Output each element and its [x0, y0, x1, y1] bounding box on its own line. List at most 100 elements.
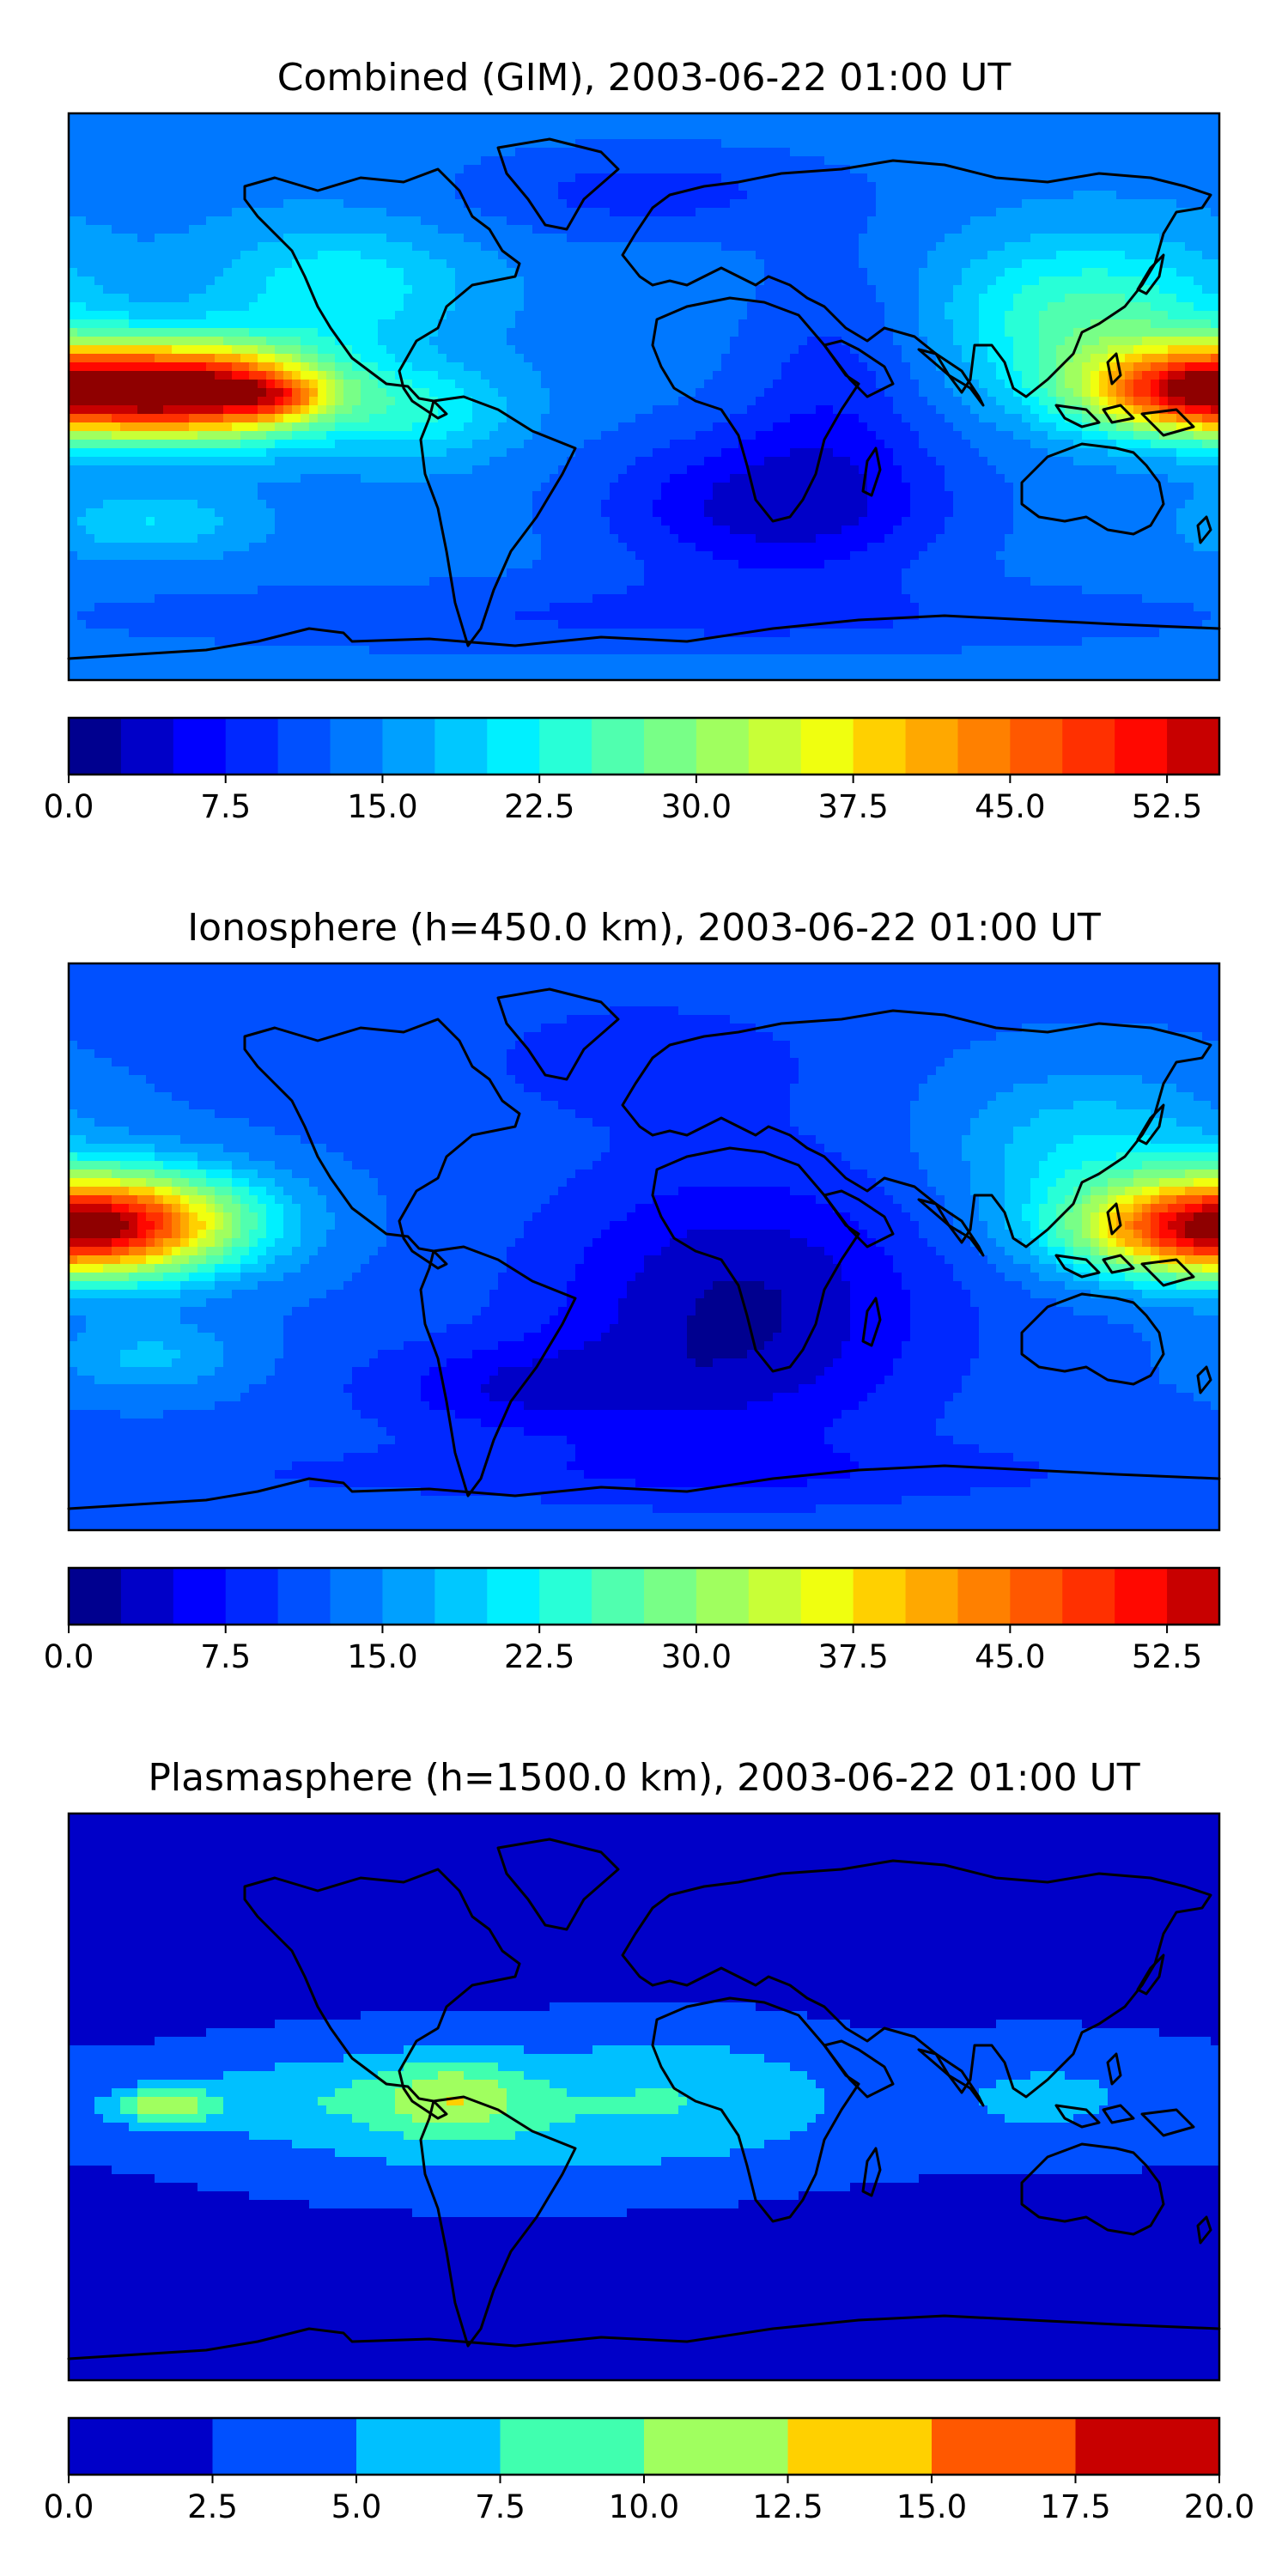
- heatmap-cell: [756, 302, 765, 312]
- heatmap-cell: [610, 328, 619, 337]
- heatmap-cell: [1194, 122, 1203, 131]
- heatmap-cell: [1202, 182, 1212, 191]
- heatmap-cell: [507, 242, 516, 252]
- heatmap-cell: [541, 302, 550, 312]
- heatmap-cell: [618, 354, 628, 363]
- heatmap-cell: [1013, 294, 1023, 303]
- heatmap-cell: [1151, 225, 1160, 234]
- heatmap-cell: [867, 345, 877, 355]
- heatmap-cell: [738, 225, 748, 234]
- heatmap-cell: [661, 259, 671, 269]
- heatmap-cell: [1116, 354, 1126, 363]
- heatmap-cell: [962, 268, 971, 277]
- heatmap-cell: [816, 414, 825, 423]
- heatmap-cell: [824, 328, 834, 337]
- heatmap-cell: [1151, 156, 1160, 166]
- heatmap-cell: [386, 414, 396, 423]
- heatmap-cell: [1108, 156, 1117, 166]
- heatmap-cell: [232, 276, 241, 286]
- heatmap-cell: [910, 362, 920, 372]
- heatmap-cell: [704, 414, 714, 423]
- heatmap-cell: [859, 414, 868, 423]
- heatmap-cell: [927, 182, 937, 191]
- heatmap-cell: [361, 182, 370, 191]
- heatmap-cell: [592, 165, 602, 174]
- heatmap-cell: [455, 259, 465, 269]
- heatmap-cell: [94, 345, 104, 355]
- heatmap-cell: [1168, 388, 1177, 398]
- heatmap-cell: [919, 199, 928, 209]
- heatmap-cell: [1168, 362, 1177, 372]
- heatmap-cell: [489, 216, 499, 226]
- heatmap-cell: [816, 139, 825, 149]
- heatmap-cell: [962, 337, 971, 346]
- heatmap-cell: [515, 156, 525, 166]
- heatmap-cell: [395, 242, 404, 252]
- heatmap-cell: [429, 380, 439, 389]
- heatmap-cell: [301, 380, 310, 389]
- heatmap-cell: [369, 216, 379, 226]
- heatmap-cell: [1185, 354, 1194, 363]
- heatmap-cell: [429, 113, 439, 123]
- heatmap-cell: [575, 225, 585, 234]
- heatmap-cell: [77, 388, 87, 398]
- heatmap-cell: [69, 319, 78, 329]
- heatmap-cell: [1099, 259, 1109, 269]
- heatmap-cell: [1091, 362, 1100, 372]
- heatmap-cell: [884, 259, 894, 269]
- heatmap-cell: [438, 397, 447, 406]
- heatmap-cell: [1168, 131, 1177, 140]
- heatmap-cell: [429, 259, 439, 269]
- heatmap-cell: [884, 380, 894, 389]
- heatmap-cell: [987, 294, 997, 303]
- heatmap-cell: [112, 414, 121, 423]
- heatmap-cell: [764, 362, 774, 372]
- heatmap-cell: [1133, 122, 1143, 131]
- heatmap-cell: [137, 199, 147, 209]
- heatmap-cell: [498, 405, 507, 415]
- heatmap-cell: [180, 380, 190, 389]
- heatmap-cell: [902, 242, 911, 252]
- heatmap-cell: [146, 380, 155, 389]
- heatmap-cell: [1125, 191, 1134, 200]
- heatmap-cell: [412, 165, 422, 174]
- heatmap-cell: [1142, 294, 1151, 303]
- heatmap-cell: [1073, 319, 1083, 329]
- heatmap-cell: [1125, 302, 1134, 312]
- heatmap-cell: [936, 397, 945, 406]
- heatmap-cell: [77, 259, 87, 269]
- heatmap-cell: [713, 165, 722, 174]
- heatmap-cell: [670, 285, 679, 295]
- heatmap-cell: [807, 414, 817, 423]
- heatmap-cell: [438, 234, 447, 243]
- heatmap-cell: [206, 234, 216, 243]
- heatmap-cell: [232, 380, 241, 389]
- heatmap-cell: [558, 319, 568, 329]
- heatmap-cell: [610, 337, 619, 346]
- heatmap-cell: [103, 388, 112, 398]
- heatmap-cell: [876, 225, 885, 234]
- heatmap-cell: [1091, 371, 1100, 380]
- heatmap-cell: [343, 242, 353, 252]
- heatmap-cell: [910, 337, 920, 346]
- heatmap-cell: [266, 405, 276, 415]
- heatmap-cell: [618, 268, 628, 277]
- heatmap-cell: [592, 156, 602, 166]
- heatmap-cell: [584, 113, 593, 123]
- heatmap-cell: [550, 328, 559, 337]
- heatmap-cell: [481, 414, 490, 423]
- heatmap-cell: [1125, 345, 1134, 355]
- heatmap-cell: [172, 122, 181, 131]
- heatmap-cell: [1099, 113, 1109, 123]
- heatmap-cell: [979, 311, 988, 320]
- heatmap-cell: [240, 131, 250, 140]
- heatmap-cell: [318, 139, 327, 149]
- heatmap-cell: [1099, 276, 1109, 286]
- heatmap-cell: [661, 182, 671, 191]
- heatmap-cell: [687, 251, 696, 260]
- heatmap-cell: [575, 345, 585, 355]
- heatmap-cell: [189, 173, 198, 183]
- heatmap-cell: [155, 354, 164, 363]
- heatmap-cell: [129, 259, 138, 269]
- heatmap-cell: [721, 337, 731, 346]
